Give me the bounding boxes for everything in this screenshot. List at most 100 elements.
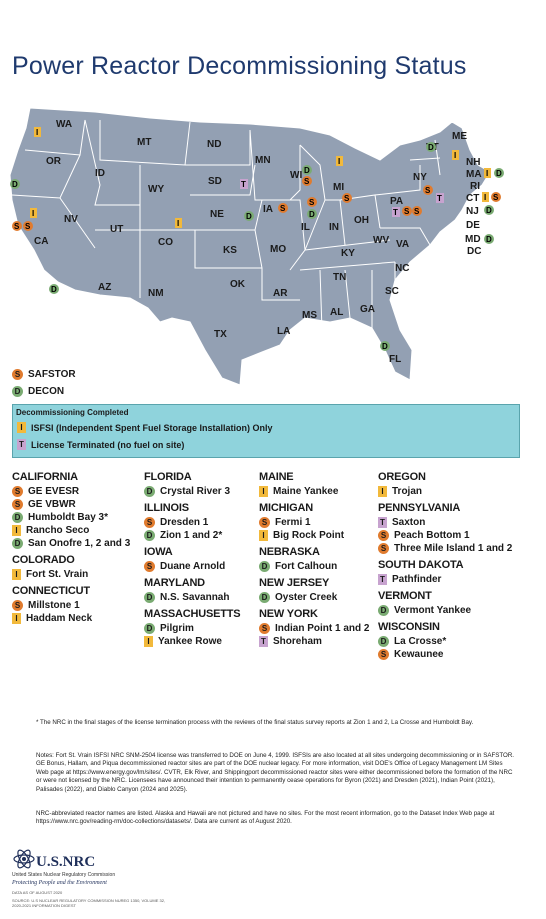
notes-text-2: NRC-abbreviated reactor names are listed…	[36, 810, 495, 826]
reactor-name: Big Rock Point	[273, 530, 345, 541]
decon-icon: D	[378, 636, 389, 647]
svg-text:VA: VA	[396, 239, 409, 250]
svg-text:DC: DC	[467, 246, 481, 257]
svg-text:ID: ID	[95, 168, 105, 179]
state-group: VERMONT D Vermont Yankee	[378, 590, 512, 617]
svg-text:I: I	[486, 169, 488, 178]
nrc-atom-icon	[13, 849, 35, 869]
safstor-icon: S	[378, 649, 389, 660]
reactor-name: Rancho Seco	[26, 525, 90, 536]
nrc-logo-sub: United States Nuclear Regulatory Commiss…	[12, 872, 116, 878]
safstor-icon: S	[12, 486, 23, 497]
state-group: MARYLAND D N.S. Savannah	[144, 577, 240, 604]
svg-text:I: I	[338, 157, 340, 166]
marker-safstor: S	[278, 203, 288, 213]
decon-icon: D	[12, 512, 23, 523]
reactor-item: D Humboldt Bay 3*	[12, 511, 130, 524]
svg-text:NC: NC	[395, 263, 409, 274]
reactor-item: S GE EVESR	[12, 485, 130, 498]
safstor-icon: S	[12, 369, 23, 380]
legend-decon-label: DECON	[28, 386, 65, 397]
marker-safstor: S	[423, 185, 433, 195]
state-group: IOWA S Duane Arnold	[144, 546, 240, 573]
reactor-list-column-4: OREGON I Trojan PENNSYLVANIA T Saxton S Peach B…	[378, 467, 512, 664]
svg-text:SC: SC	[385, 286, 399, 297]
svg-text:OH: OH	[354, 215, 369, 226]
reactor-item: S Duane Arnold	[144, 560, 240, 573]
reactor-item: S Fermi 1	[259, 516, 369, 529]
reactor-list-column-3: MAINE I Maine Yankee MICHIGAN S Fermi 1 I Big R…	[259, 467, 369, 651]
state-name: MICHIGAN	[259, 502, 314, 514]
svg-text:MD: MD	[465, 234, 481, 245]
isfsi-icon: I	[17, 422, 26, 433]
svg-text:D: D	[486, 206, 492, 215]
reactor-name: Humboldt Bay 3*	[28, 512, 109, 523]
reactor-item: D Oyster Creek	[259, 591, 369, 604]
isfsi-icon: I	[12, 613, 21, 624]
svg-text:S: S	[14, 222, 20, 231]
state-name: PENNSYLVANIA	[378, 502, 461, 514]
svg-text:D: D	[382, 342, 388, 351]
svg-text:I: I	[484, 193, 486, 202]
safstor-icon: S	[378, 530, 389, 541]
svg-text:I: I	[177, 219, 179, 228]
nrc-logo-name: U.S.NRC	[36, 854, 96, 870]
svg-text:S: S	[25, 222, 31, 231]
svg-text:NY: NY	[413, 172, 427, 183]
legend-decon: D DECON	[12, 386, 64, 397]
decon-icon: D	[259, 592, 270, 603]
reactor-name: N.S. Savannah	[160, 592, 230, 603]
state-group: NEW JERSEY D Oyster Creek	[259, 577, 369, 604]
svg-text:S: S	[414, 207, 420, 216]
marker-isfsi: I	[482, 192, 489, 202]
decon-icon: D	[144, 592, 155, 603]
svg-text:T: T	[241, 180, 246, 189]
reactor-name: Pathfinder	[392, 574, 442, 585]
marker-decon: D	[380, 341, 390, 351]
marker-safstor: S	[342, 193, 352, 203]
reactor-item: S Peach Bottom 1	[378, 529, 512, 542]
state-group: ILLINOIS S Dresden 1 D Zion 1 and 2*	[144, 502, 240, 542]
reactor-item: S Millstone 1	[12, 599, 130, 612]
svg-text:IA: IA	[263, 204, 273, 215]
isfsi-icon: I	[144, 636, 153, 647]
state-group: SOUTH DAKOTA T Pathfinder	[378, 559, 512, 586]
reactor-name: Indian Point 1 and 2	[275, 623, 370, 634]
svg-text:NE: NE	[210, 209, 224, 220]
svg-text:IN: IN	[329, 222, 339, 233]
completed-header: Decommissioning Completed	[16, 408, 129, 417]
marker-safstor: S	[307, 197, 317, 207]
svg-text:WA: WA	[56, 119, 72, 130]
state-name: NEBRASKA	[259, 546, 320, 558]
svg-text:ND: ND	[207, 139, 221, 150]
svg-text:TX: TX	[214, 329, 227, 340]
svg-text:RI: RI	[470, 181, 480, 192]
svg-text:I: I	[454, 151, 456, 160]
state-labels: WA OR ID MT ND SD WY NE NV UT CO KS OK N…	[34, 119, 482, 365]
state-name: NEW JERSEY	[259, 577, 330, 589]
reactor-item: I Yankee Rowe	[144, 635, 240, 648]
terminated-icon: T	[17, 439, 26, 450]
reactor-item: I Haddam Neck	[12, 612, 130, 625]
terminated-icon: T	[378, 574, 387, 585]
isfsi-icon: I	[12, 569, 21, 580]
state-name: ILLINOIS	[144, 502, 189, 514]
reactor-item: I Rancho Seco	[12, 524, 130, 537]
svg-text:SD: SD	[208, 176, 222, 187]
safstor-icon: S	[259, 517, 270, 528]
reactor-name: Trojan	[392, 486, 423, 497]
reactor-list-column-1: CALIFORNIA S GE EVESR S GE VBWR D Humboldt Bay…	[12, 467, 130, 628]
decon-icon: D	[12, 538, 23, 549]
marker-terminated: T	[392, 207, 400, 217]
reactor-name: Shoreham	[273, 636, 322, 647]
footnote: * The NRC in the final stages of the lic…	[36, 719, 474, 726]
svg-text:NJ: NJ	[466, 206, 479, 217]
reactor-name: Crystal River 3	[160, 486, 231, 497]
marker-decon: D	[244, 211, 254, 221]
svg-text:NV: NV	[64, 214, 78, 225]
isfsi-icon: I	[259, 530, 268, 541]
us-states-shape	[9, 107, 491, 386]
notes-text: Notes: Fort St. Vrain ISFSI NRC SNM-2504…	[36, 752, 515, 793]
svg-text:I: I	[36, 128, 38, 137]
state-group: COLORADO I Fort St. Vrain	[12, 554, 130, 581]
